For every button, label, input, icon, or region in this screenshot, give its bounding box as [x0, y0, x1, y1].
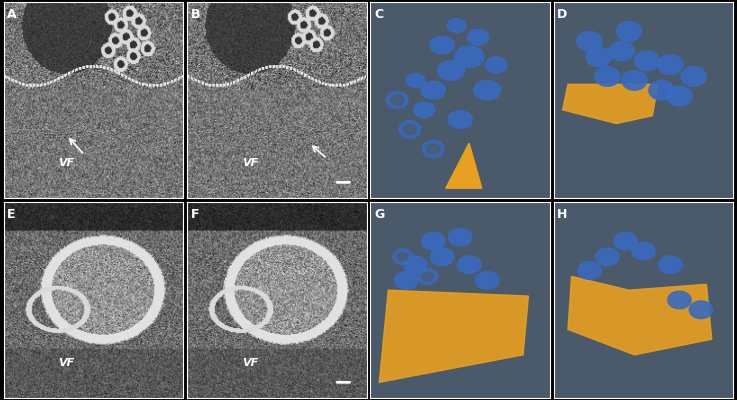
Ellipse shape — [595, 248, 619, 266]
Ellipse shape — [622, 71, 647, 90]
Polygon shape — [446, 143, 482, 188]
Ellipse shape — [474, 80, 500, 100]
Ellipse shape — [422, 140, 444, 158]
Ellipse shape — [394, 272, 418, 289]
Ellipse shape — [448, 111, 472, 128]
Ellipse shape — [595, 67, 620, 86]
Ellipse shape — [659, 256, 682, 274]
Ellipse shape — [578, 262, 601, 279]
Text: H: H — [557, 208, 567, 221]
Ellipse shape — [404, 124, 416, 134]
Ellipse shape — [447, 19, 466, 32]
Text: B: B — [191, 8, 200, 21]
Ellipse shape — [422, 272, 433, 280]
Text: E: E — [7, 208, 15, 221]
Ellipse shape — [681, 67, 706, 86]
Ellipse shape — [635, 51, 660, 71]
Polygon shape — [380, 290, 528, 382]
Ellipse shape — [475, 272, 499, 289]
Text: VF: VF — [58, 358, 74, 368]
Text: A: A — [7, 8, 17, 21]
Text: VF: VF — [242, 358, 258, 368]
Ellipse shape — [438, 61, 464, 80]
Ellipse shape — [467, 30, 489, 45]
Ellipse shape — [458, 256, 481, 274]
Ellipse shape — [586, 47, 611, 67]
Ellipse shape — [430, 248, 454, 266]
Text: G: G — [374, 208, 384, 221]
Ellipse shape — [649, 80, 674, 100]
Ellipse shape — [577, 32, 602, 51]
Ellipse shape — [386, 91, 408, 109]
Ellipse shape — [391, 95, 404, 105]
Text: VF: VF — [58, 158, 74, 168]
Ellipse shape — [667, 86, 692, 106]
Ellipse shape — [485, 57, 507, 72]
Ellipse shape — [454, 46, 484, 68]
Ellipse shape — [418, 269, 438, 284]
Ellipse shape — [430, 36, 454, 54]
Ellipse shape — [393, 249, 413, 265]
Ellipse shape — [617, 22, 642, 41]
Ellipse shape — [689, 301, 713, 319]
Polygon shape — [562, 84, 658, 124]
Polygon shape — [568, 276, 712, 355]
Ellipse shape — [614, 232, 638, 250]
Text: D: D — [557, 8, 567, 21]
Ellipse shape — [427, 144, 439, 154]
Ellipse shape — [449, 228, 472, 246]
Ellipse shape — [413, 102, 435, 118]
Ellipse shape — [668, 291, 691, 309]
Text: VF: VF — [242, 158, 258, 168]
Ellipse shape — [609, 41, 635, 61]
Ellipse shape — [422, 232, 445, 250]
Ellipse shape — [399, 121, 421, 138]
Text: C: C — [374, 8, 383, 21]
Ellipse shape — [397, 253, 408, 261]
Ellipse shape — [421, 81, 445, 99]
Ellipse shape — [404, 256, 427, 274]
Text: F: F — [191, 208, 199, 221]
Ellipse shape — [658, 55, 683, 74]
Ellipse shape — [406, 74, 425, 87]
Ellipse shape — [632, 242, 655, 260]
